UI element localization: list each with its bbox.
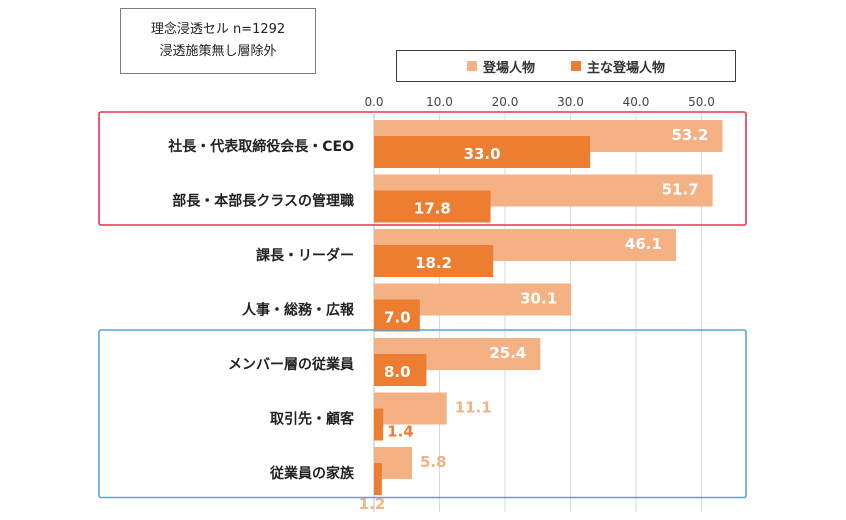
bar-appearance xyxy=(374,392,447,425)
legend-swatch-appearance xyxy=(466,61,477,71)
x-tick-label: 50.0 xyxy=(688,95,715,109)
value-label-main: 1.2 xyxy=(359,495,386,513)
legend-label-main: 主な登場人物 xyxy=(587,60,666,76)
value-label-main: 17.8 xyxy=(414,200,451,218)
x-tick-label: 20.0 xyxy=(492,95,519,109)
value-label-appearance: 51.7 xyxy=(662,181,699,199)
value-label-appearance: 5.8 xyxy=(420,453,447,471)
bar-main xyxy=(374,463,382,495)
sample-note-line2: 浸透施策無し層除外 xyxy=(159,44,277,59)
category-label: 部長・本部長クラスの管理職 xyxy=(172,193,354,210)
value-label-appearance: 46.1 xyxy=(625,235,662,253)
value-label-appearance: 25.4 xyxy=(489,344,526,362)
bar-main xyxy=(374,299,420,332)
value-label-appearance: 11.1 xyxy=(455,399,492,417)
value-label-main: 18.2 xyxy=(415,254,452,272)
category-label: 課長・リーダー xyxy=(256,247,354,264)
category-label: メンバー層の従業員 xyxy=(228,356,354,373)
category-label: 取引先・顧客 xyxy=(270,411,355,428)
x-tick-label: 0.0 xyxy=(364,95,383,109)
legend-item-main: 主な登場人物 xyxy=(571,57,665,76)
bar-main xyxy=(374,136,591,168)
bar-main xyxy=(374,408,384,441)
category-label: 社長・代表取締役会長・CEO xyxy=(167,138,354,155)
category-label: 人事・総務・広報 xyxy=(242,302,355,319)
sample-note: 理念浸透セル n=1292 浸透施策無し層除外 xyxy=(120,8,316,74)
highlight-frame xyxy=(98,111,747,226)
bars xyxy=(374,120,723,495)
legend-label-appearance: 登場人物 xyxy=(482,60,535,76)
bar-main xyxy=(374,245,494,277)
legend-item-appearance: 登場人物 xyxy=(466,57,535,76)
value-label-appearance: 30.1 xyxy=(520,290,557,308)
highlight-frame xyxy=(98,329,747,499)
value-label-main: 7.0 xyxy=(384,309,411,327)
legend-swatch-main xyxy=(571,61,581,71)
value-label-appearance: 53.2 xyxy=(671,126,708,144)
bar-main xyxy=(374,190,491,223)
bar-main xyxy=(374,354,427,386)
value-label-main: 33.0 xyxy=(464,145,501,163)
x-tick-label: 10.0 xyxy=(426,95,453,109)
category-label: 従業員の家族 xyxy=(269,465,355,482)
value-label-main: 8.0 xyxy=(384,363,411,381)
sample-note-line1: 理念浸透セル n=1292 xyxy=(150,22,286,37)
x-tick-label: 30.0 xyxy=(557,95,584,109)
value-label-main: 1.4 xyxy=(387,423,414,441)
highlight-frames xyxy=(98,111,747,499)
labels: 0.0 10.0 20.0 30.0 40.0 50.0 社長・代表取締役会長・CEO 53.… xyxy=(167,95,715,513)
x-tick-label: 40.0 xyxy=(623,95,650,109)
legend: 登場人物 主な登場人物 xyxy=(396,50,736,82)
